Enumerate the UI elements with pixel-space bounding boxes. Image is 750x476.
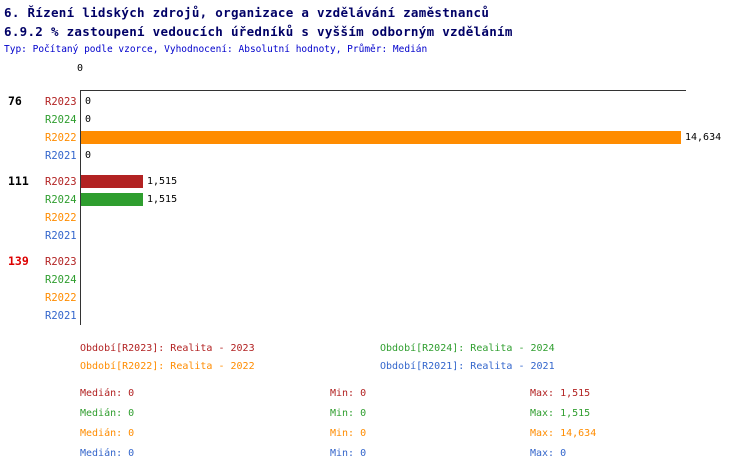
series-label: R2022 xyxy=(45,212,77,224)
stats-table: Medián: 0 Min: 0 Max: 1,515 Medián: 0 Min: 0… xyxy=(0,388,750,468)
series-label: R2022 xyxy=(45,132,77,144)
chart-title-line1: 6. Řízení lidských zdrojů, organizace a … xyxy=(4,5,490,20)
plot-area: 76 R2023 0 R2024 0 R2022 14,634 R2021 0 111 R2023 1… xyxy=(8,94,722,322)
series-label: R2023 xyxy=(45,256,77,268)
stat-min-r2024: Min: 0 xyxy=(330,408,367,419)
stat-min-r2022: Min: 0 xyxy=(330,428,367,439)
stat-min-r2021: Min: 0 xyxy=(330,448,367,459)
stat-min-r2023: Min: 0 xyxy=(330,388,367,399)
bar xyxy=(81,131,681,144)
value-label: 1,515 xyxy=(147,194,178,205)
stat-median-r2022: Medián: 0 xyxy=(80,428,135,439)
stat-max-r2021: Max: 0 xyxy=(530,448,567,459)
series-label: R2022 xyxy=(45,292,77,304)
stat-max-r2022: Max: 14,634 xyxy=(530,428,597,439)
series-label: R2024 xyxy=(45,194,77,206)
series-label: R2024 xyxy=(45,274,77,286)
series-label: R2021 xyxy=(45,230,77,242)
legend-item-r2022: Období[R2022]: Realita - 2022 xyxy=(80,361,255,372)
series-label: R2023 xyxy=(45,176,77,188)
legend: Období[R2023]: Realita - 2023 Období[R202… xyxy=(0,341,750,381)
stat-max-r2023: Max: 1,515 xyxy=(530,388,591,399)
group-label: 139 xyxy=(8,254,29,268)
series-label: R2021 xyxy=(45,310,77,322)
value-label: 0 xyxy=(85,114,92,125)
axis-origin-label: 0 xyxy=(77,63,84,74)
stat-max-r2024: Max: 1,515 xyxy=(530,408,591,419)
chart-title-line2: 6.9.2 % zastoupení vedoucích úředníků s … xyxy=(4,24,513,39)
series-label: R2024 xyxy=(45,114,77,126)
legend-item-r2024: Období[R2024]: Realita - 2024 xyxy=(380,343,555,354)
bar xyxy=(81,193,143,206)
value-label: 0 xyxy=(85,150,92,161)
stat-median-r2021: Medián: 0 xyxy=(80,448,135,459)
stat-median-r2023: Medián: 0 xyxy=(80,388,135,399)
series-label: R2023 xyxy=(45,96,77,108)
group-label: 76 xyxy=(8,94,22,108)
y-axis-line xyxy=(80,90,81,325)
x-axis-line xyxy=(80,90,686,91)
value-label: 1,515 xyxy=(147,176,178,187)
chart-meta: Typ: Počítaný podle vzorce, Vyhodnocení:… xyxy=(4,44,428,55)
legend-item-r2021: Období[R2021]: Realita - 2021 xyxy=(380,361,555,372)
stat-median-r2024: Medián: 0 xyxy=(80,408,135,419)
bar xyxy=(81,175,143,188)
value-label: 14,634 xyxy=(685,132,722,143)
value-label: 0 xyxy=(85,96,92,107)
group-label: 111 xyxy=(8,174,29,188)
series-label: R2021 xyxy=(45,150,77,162)
legend-item-r2023: Období[R2023]: Realita - 2023 xyxy=(80,343,255,354)
